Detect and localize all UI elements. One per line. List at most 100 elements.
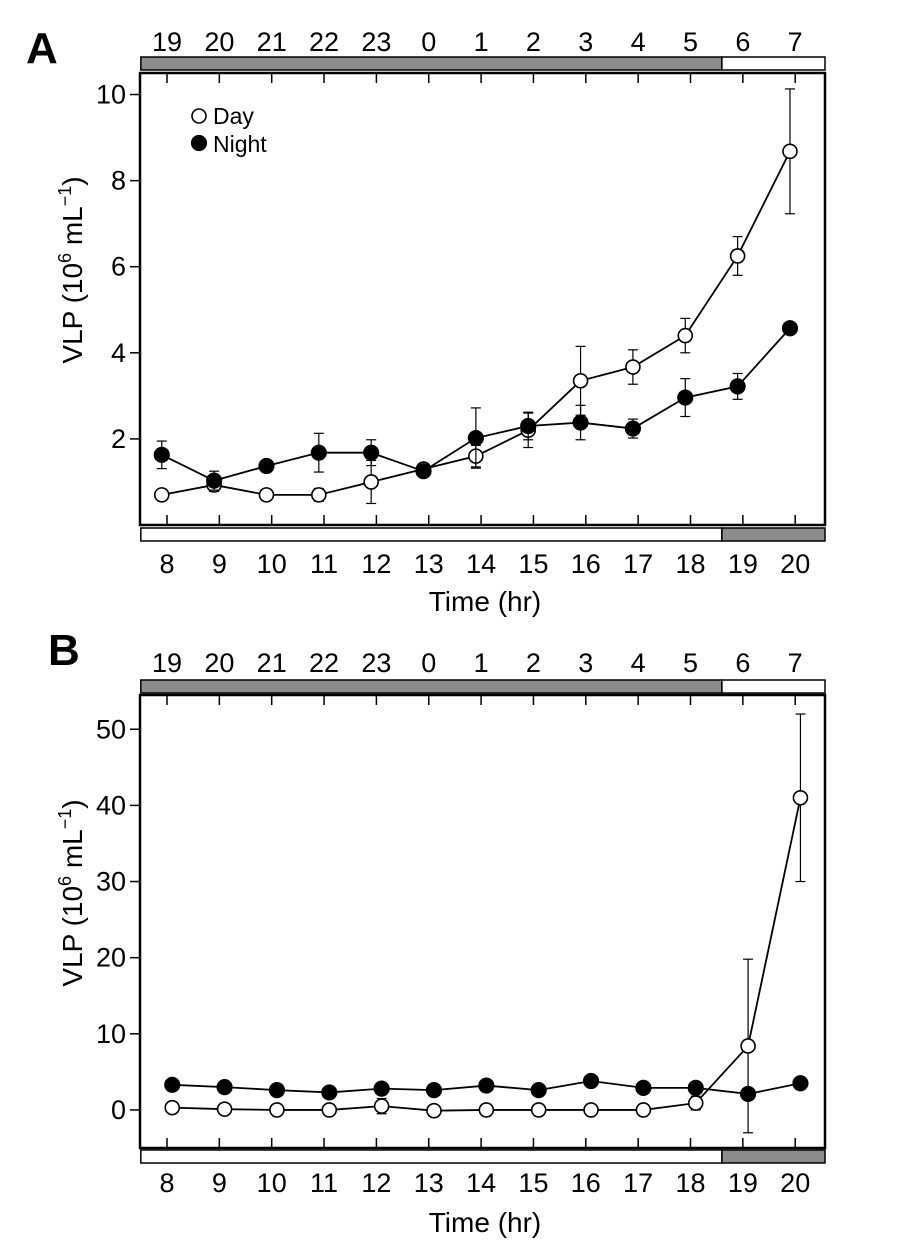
x-tick-label: 9 — [212, 1168, 227, 1198]
x-tick-label: 16 — [571, 549, 601, 579]
x-tick-label: 12 — [361, 549, 391, 579]
day-data-point — [363, 474, 379, 490]
panel-b-label: B — [48, 626, 80, 675]
y-tick-label: 0 — [111, 1095, 126, 1125]
night-data-point — [258, 457, 275, 475]
night-data-point — [687, 1079, 704, 1096]
top-tick-label: 2 — [526, 27, 541, 57]
top-tick-label: 22 — [309, 27, 339, 57]
night-data-point — [268, 1082, 286, 1099]
bottom-bar-segment — [140, 1149, 723, 1164]
x-tick-label: 17 — [623, 1168, 653, 1198]
night-data-point — [425, 1082, 443, 1099]
panel-b-top-tick-labels: 19 20 21 22 23 0 1 2 3 4 5 6 7 — [152, 648, 803, 678]
day-data-point — [258, 487, 275, 503]
panel-a-plot-frame — [138, 71, 827, 527]
day-data-point — [530, 1102, 547, 1118]
top-tick-label: 4 — [631, 27, 646, 57]
panel-a-legend: Day Night — [190, 103, 267, 157]
bottom-bar-segment — [140, 527, 723, 542]
panel-b-x-ticks: 8 9 10 11 12 13 14 15 16 17 18 19 20 — [159, 695, 810, 1198]
top-tick-label: 21 — [257, 648, 287, 678]
top-tick-label: 6 — [735, 27, 750, 57]
x-tick-label: 20 — [780, 549, 810, 579]
y-tick-label: 50 — [96, 714, 126, 744]
top-tick-label: 1 — [474, 648, 489, 678]
y-tick-label: 10 — [96, 80, 126, 110]
night-data-point — [572, 414, 589, 431]
y-tick-label: 6 — [111, 252, 126, 282]
day-data-point — [373, 1098, 390, 1114]
night-data-point — [310, 444, 327, 461]
top-tick-label: 0 — [421, 27, 436, 57]
x-tick-label: 13 — [414, 549, 444, 579]
day-data-point — [625, 359, 641, 375]
legend-day-marker — [191, 108, 207, 124]
top-tick-label: 1 — [474, 27, 489, 57]
day-data-point — [792, 789, 809, 806]
top-tick-label: 20 — [204, 27, 234, 57]
panel-a-top-tick-labels: 19 20 21 22 23 0 1 2 3 4 5 6 7 — [152, 27, 803, 57]
top-tick-label: 23 — [361, 27, 391, 57]
night-data-point — [530, 1082, 547, 1099]
x-tick-label: 11 — [310, 1168, 338, 1198]
panel-b-plot-marks — [164, 713, 809, 1134]
night-data-point — [582, 1072, 600, 1090]
bottom-bar-segment — [721, 1149, 826, 1164]
x-tick-label: 8 — [159, 1168, 174, 1198]
day-data-point — [478, 1102, 495, 1118]
legend-night-marker — [190, 134, 208, 152]
panel-b-bottom-light-bar — [140, 1149, 826, 1164]
top-tick-label: 7 — [788, 27, 803, 57]
top-bar-segment — [140, 56, 723, 71]
x-tick-label: 17 — [623, 549, 653, 579]
panel-a-top-light-bar — [140, 56, 826, 71]
top-tick-label: 3 — [578, 648, 593, 678]
top-tick-label: 2 — [526, 648, 541, 678]
night-data-point — [467, 429, 484, 447]
night-data-point — [415, 463, 432, 480]
day-data-point — [677, 327, 694, 344]
night-data-point — [729, 378, 746, 395]
night-data-point — [153, 446, 170, 463]
night-data-point — [677, 389, 694, 406]
top-tick-label: 23 — [361, 648, 391, 678]
day-data-point — [740, 1038, 756, 1054]
top-tick-label: 19 — [152, 27, 182, 57]
night-data-point — [520, 417, 537, 435]
x-tick-label: 16 — [571, 1168, 601, 1198]
night-data-point — [373, 1080, 390, 1097]
x-tick-label: 14 — [466, 549, 496, 579]
top-tick-label: 3 — [578, 27, 593, 57]
panel-a-y-axis-title: VLP (106 mL−1) — [55, 176, 88, 363]
panel-a-y-ticks: 2 4 6 8 10 — [96, 80, 140, 454]
x-tick-label: 10 — [257, 1168, 287, 1198]
night-data-point — [781, 320, 799, 337]
top-bar-segment — [721, 679, 826, 694]
top-tick-label: 5 — [683, 27, 698, 57]
top-tick-label: 7 — [788, 648, 803, 678]
panel-b-y-axis-title: VLP (106 mL−1) — [55, 799, 88, 986]
top-tick-label: 20 — [204, 648, 234, 678]
top-tick-label: 21 — [257, 27, 287, 57]
panel-a-plot-marks — [153, 88, 799, 505]
x-tick-label: 12 — [361, 1168, 391, 1198]
x-tick-label: 20 — [780, 1168, 810, 1198]
x-tick-label: 15 — [518, 1168, 548, 1198]
x-tick-label: 11 — [310, 549, 338, 579]
bottom-bar-segment — [721, 527, 826, 542]
day-data-point — [572, 372, 589, 389]
legend-day-label: Day — [213, 103, 254, 129]
night-data-point — [206, 472, 223, 489]
x-tick-label: 14 — [466, 1168, 496, 1198]
panel-a-x-axis-title: Time (hr) — [429, 586, 542, 617]
x-tick-label: 19 — [728, 549, 758, 579]
legend-night-label: Night — [213, 131, 267, 157]
day-data-point — [583, 1102, 599, 1118]
panel-b-x-axis-title: Time (hr) — [429, 1207, 542, 1238]
panel-a-bottom-light-bar — [140, 527, 826, 542]
y-tick-label: 4 — [111, 338, 126, 368]
x-tick-label: 13 — [414, 1168, 444, 1198]
